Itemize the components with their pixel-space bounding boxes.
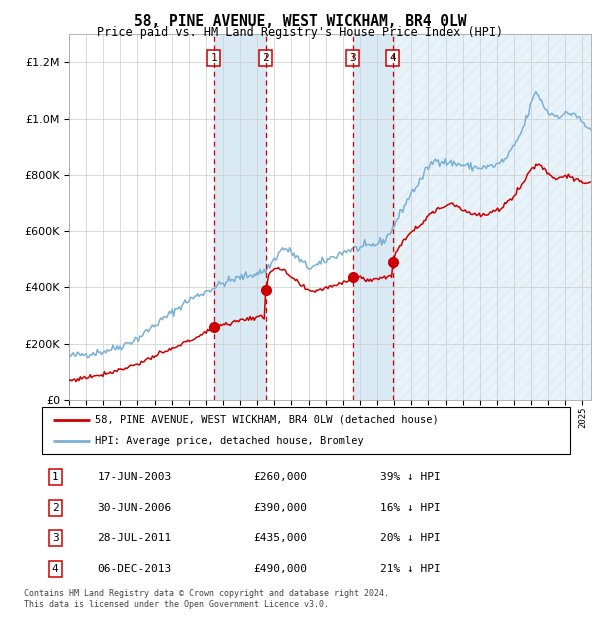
Text: £490,000: £490,000 <box>253 564 307 574</box>
Text: Price paid vs. HM Land Registry's House Price Index (HPI): Price paid vs. HM Land Registry's House … <box>97 26 503 39</box>
Text: 58, PINE AVENUE, WEST WICKHAM, BR4 0LW (detached house): 58, PINE AVENUE, WEST WICKHAM, BR4 0LW (… <box>95 415 439 425</box>
Text: 17-JUN-2003: 17-JUN-2003 <box>97 472 172 482</box>
Text: £390,000: £390,000 <box>253 503 307 513</box>
Text: 2: 2 <box>52 503 59 513</box>
Text: £435,000: £435,000 <box>253 533 307 543</box>
Text: 2: 2 <box>262 53 269 63</box>
Text: 30-JUN-2006: 30-JUN-2006 <box>97 503 172 513</box>
FancyBboxPatch shape <box>42 407 570 454</box>
Bar <box>214 34 266 400</box>
Bar <box>353 34 393 400</box>
Text: 20% ↓ HPI: 20% ↓ HPI <box>380 533 440 543</box>
Text: 1: 1 <box>52 472 59 482</box>
Text: Contains HM Land Registry data © Crown copyright and database right 2024.: Contains HM Land Registry data © Crown c… <box>24 588 389 598</box>
Text: £260,000: £260,000 <box>253 472 307 482</box>
Bar <box>393 34 591 400</box>
Text: 3: 3 <box>52 533 59 543</box>
Text: 3: 3 <box>349 53 356 63</box>
Text: 4: 4 <box>52 564 59 574</box>
Text: 1: 1 <box>211 53 217 63</box>
Text: 28-JUL-2011: 28-JUL-2011 <box>97 533 172 543</box>
Text: 06-DEC-2013: 06-DEC-2013 <box>97 564 172 574</box>
Text: This data is licensed under the Open Government Licence v3.0.: This data is licensed under the Open Gov… <box>24 600 329 609</box>
Text: 21% ↓ HPI: 21% ↓ HPI <box>380 564 440 574</box>
Text: HPI: Average price, detached house, Bromley: HPI: Average price, detached house, Brom… <box>95 436 364 446</box>
Text: 16% ↓ HPI: 16% ↓ HPI <box>380 503 440 513</box>
Text: 58, PINE AVENUE, WEST WICKHAM, BR4 0LW: 58, PINE AVENUE, WEST WICKHAM, BR4 0LW <box>134 14 466 29</box>
Text: 39% ↓ HPI: 39% ↓ HPI <box>380 472 440 482</box>
Text: 4: 4 <box>389 53 397 63</box>
